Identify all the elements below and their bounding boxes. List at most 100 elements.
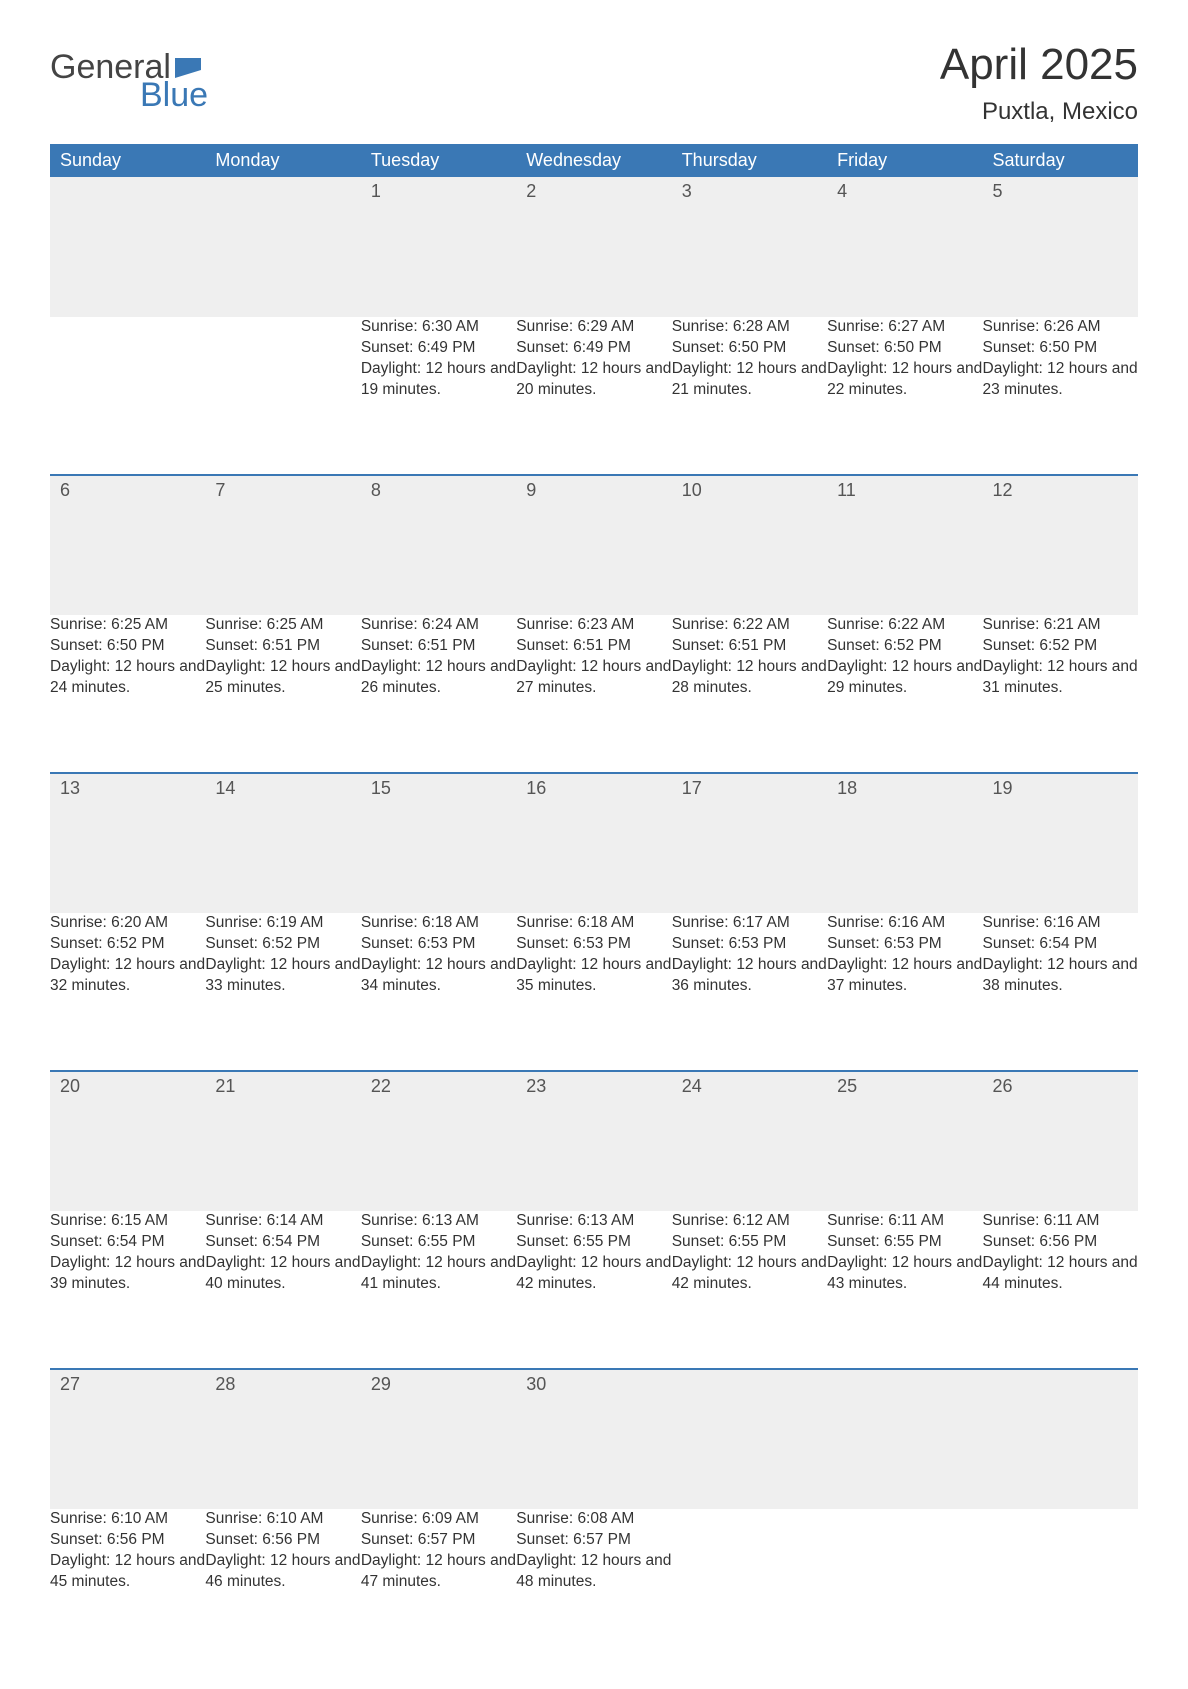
sunset-value: 6:54 PM [1039, 935, 1097, 952]
sunrise: Sunrise: 6:10 AM [50, 1509, 205, 1530]
sunrise: Sunrise: 6:14 AM [205, 1211, 360, 1232]
day-number: 3 [672, 177, 827, 317]
sunrise-label: Sunrise: [672, 616, 733, 633]
sunrise-value: 6:21 AM [1044, 616, 1101, 633]
sunset-label: Sunset: [516, 1531, 573, 1548]
sunset-label: Sunset: [516, 339, 573, 356]
sunrise-value: 6:13 AM [577, 1212, 634, 1229]
brand-word2: Blue [140, 80, 208, 111]
sunset-value: 6:51 PM [262, 637, 320, 654]
sunrise-label: Sunrise: [361, 914, 422, 931]
sunset-value: 6:57 PM [573, 1531, 631, 1548]
sunset-label: Sunset: [361, 935, 418, 952]
sunrise-value: 6:08 AM [577, 1510, 634, 1527]
sunset-value: 6:55 PM [884, 1233, 942, 1250]
spacer-row [50, 1351, 1138, 1369]
daylight-label: Daylight: [205, 1552, 270, 1569]
sunrise-label: Sunrise: [50, 616, 111, 633]
day-header: Wednesday [516, 144, 671, 177]
sunrise-value: 6:30 AM [422, 318, 479, 335]
daylight-label: Daylight: [672, 360, 737, 377]
sunrise-label: Sunrise: [205, 616, 266, 633]
sunset-value: 6:56 PM [1039, 1233, 1097, 1250]
daylight: Daylight: 12 hours and 20 minutes. [516, 359, 671, 401]
sunrise: Sunrise: 6:17 AM [672, 913, 827, 934]
sunset-label: Sunset: [50, 935, 107, 952]
sunset-label: Sunset: [983, 637, 1040, 654]
daylight: Daylight: 12 hours and 28 minutes. [672, 657, 827, 699]
day-cell: Sunrise: 6:25 AMSunset: 6:51 PMDaylight:… [205, 615, 360, 755]
sunrise-label: Sunrise: [50, 914, 111, 931]
sunrise-label: Sunrise: [516, 1212, 577, 1229]
header: General Blue April 2025 Puxtla, Mexico [50, 40, 1138, 126]
day-number: 26 [983, 1071, 1138, 1211]
daylight-label: Daylight: [50, 658, 115, 675]
sunrise-label: Sunrise: [672, 1212, 733, 1229]
sunrise-value: 6:28 AM [733, 318, 790, 335]
daylight: Daylight: 12 hours and 32 minutes. [50, 955, 205, 997]
sunset: Sunset: 6:50 PM [827, 338, 982, 359]
sunrise: Sunrise: 6:13 AM [361, 1211, 516, 1232]
sunrise: Sunrise: 6:28 AM [672, 317, 827, 338]
sunset: Sunset: 6:56 PM [983, 1232, 1138, 1253]
sunrise-label: Sunrise: [827, 1212, 888, 1229]
day-cell: Sunrise: 6:25 AMSunset: 6:50 PMDaylight:… [50, 615, 205, 755]
sunrise-label: Sunrise: [827, 616, 888, 633]
day-number: 14 [205, 773, 360, 913]
sunrise-value: 6:14 AM [267, 1212, 324, 1229]
daylight: Daylight: 12 hours and 31 minutes. [983, 657, 1138, 699]
daylight: Daylight: 12 hours and 42 minutes. [672, 1253, 827, 1295]
sunrise-value: 6:15 AM [111, 1212, 168, 1229]
daylight: Daylight: 12 hours and 45 minutes. [50, 1551, 205, 1593]
sunset: Sunset: 6:52 PM [827, 636, 982, 657]
sunset: Sunset: 6:53 PM [516, 934, 671, 955]
sunset: Sunset: 6:49 PM [361, 338, 516, 359]
daylight: Daylight: 12 hours and 24 minutes. [50, 657, 205, 699]
daylight-label: Daylight: [983, 658, 1048, 675]
sunrise-label: Sunrise: [205, 1510, 266, 1527]
day-cell: Sunrise: 6:16 AMSunset: 6:53 PMDaylight:… [827, 913, 982, 1053]
daylight: Daylight: 12 hours and 38 minutes. [983, 955, 1138, 997]
sunset-value: 6:49 PM [573, 339, 631, 356]
daylight-label: Daylight: [50, 1552, 115, 1569]
sunset-label: Sunset: [516, 935, 573, 952]
day-number: 16 [516, 773, 671, 913]
daylight: Daylight: 12 hours and 41 minutes. [361, 1253, 516, 1295]
sunrise: Sunrise: 6:11 AM [827, 1211, 982, 1232]
day-cell: Sunrise: 6:22 AMSunset: 6:51 PMDaylight:… [672, 615, 827, 755]
sunset-label: Sunset: [983, 339, 1040, 356]
day-cell: Sunrise: 6:15 AMSunset: 6:54 PMDaylight:… [50, 1211, 205, 1351]
sunrise-value: 6:11 AM [1044, 1212, 1100, 1229]
empty-day [827, 1369, 982, 1509]
day-number: 1 [361, 177, 516, 317]
day-number: 29 [361, 1369, 516, 1509]
sunrise-value: 6:13 AM [422, 1212, 479, 1229]
day-header-row: SundayMondayTuesdayWednesdayThursdayFrid… [50, 144, 1138, 177]
location-label: Puxtla, Mexico [940, 98, 1138, 126]
sunset-value: 6:53 PM [573, 935, 631, 952]
daylight: Daylight: 12 hours and 42 minutes. [516, 1253, 671, 1295]
sunrise: Sunrise: 6:30 AM [361, 317, 516, 338]
day-cell: Sunrise: 6:22 AMSunset: 6:52 PMDaylight:… [827, 615, 982, 755]
sunset: Sunset: 6:51 PM [205, 636, 360, 657]
sunrise-value: 6:20 AM [111, 914, 168, 931]
sunset-label: Sunset: [672, 1233, 729, 1250]
sunset-value: 6:51 PM [729, 637, 787, 654]
sunrise-value: 6:18 AM [577, 914, 634, 931]
sunset-label: Sunset: [672, 339, 729, 356]
sunset-label: Sunset: [50, 637, 107, 654]
daylight: Daylight: 12 hours and 37 minutes. [827, 955, 982, 997]
sunrise: Sunrise: 6:21 AM [983, 615, 1138, 636]
sunrise: Sunrise: 6:16 AM [827, 913, 982, 934]
sunset-value: 6:56 PM [262, 1531, 320, 1548]
sunrise: Sunrise: 6:25 AM [50, 615, 205, 636]
day-header: Thursday [672, 144, 827, 177]
day-cell: Sunrise: 6:20 AMSunset: 6:52 PMDaylight:… [50, 913, 205, 1053]
sunrise-label: Sunrise: [983, 616, 1044, 633]
sunset: Sunset: 6:54 PM [50, 1232, 205, 1253]
sunset-value: 6:55 PM [573, 1233, 631, 1250]
day-cell: Sunrise: 6:14 AMSunset: 6:54 PMDaylight:… [205, 1211, 360, 1351]
empty-cell [205, 317, 360, 457]
sunrise-value: 6:10 AM [111, 1510, 168, 1527]
day-cell: Sunrise: 6:10 AMSunset: 6:56 PMDaylight:… [205, 1509, 360, 1649]
